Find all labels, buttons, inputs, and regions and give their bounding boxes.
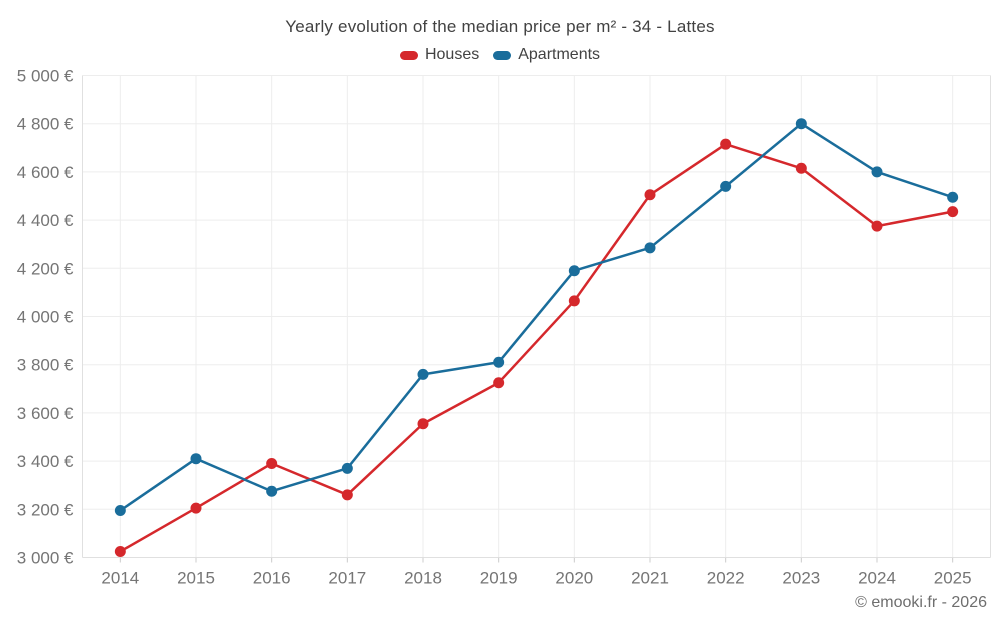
legend-label-houses: Houses (424, 46, 480, 63)
data-point-apartments-2025[interactable] (947, 191, 959, 203)
y-axis-tick-label: 4 200 € (17, 259, 74, 278)
chart-title: Yearly evolution of the median price per… (285, 17, 715, 36)
x-axis-tick-label: 2025 (934, 569, 972, 588)
data-point-houses-2024[interactable] (871, 220, 883, 232)
x-axis-tick-label: 2021 (631, 569, 669, 588)
data-point-apartments-2017[interactable] (341, 462, 353, 474)
data-point-apartments-2020[interactable] (568, 265, 580, 277)
x-axis-tick-label: 2018 (404, 569, 442, 588)
data-point-apartments-2021[interactable] (644, 242, 656, 254)
y-axis-tick-label: 4 000 € (17, 308, 74, 327)
series-line-apartments (119, 122, 954, 512)
data-point-houses-2020[interactable] (568, 295, 580, 307)
legend-item-apartments[interactable]: Apartments (493, 46, 600, 64)
data-point-apartments-2016[interactable] (266, 485, 278, 497)
data-point-apartments-2018[interactable] (417, 368, 429, 380)
houses-series-swatch-icon (399, 50, 418, 60)
data-point-houses-2016[interactable] (266, 458, 278, 470)
data-point-houses-2023[interactable] (795, 162, 807, 174)
data-point-houses-2019[interactable] (493, 377, 505, 389)
x-axis-tick-label: 2017 (328, 569, 366, 588)
data-point-apartments-2015[interactable] (190, 453, 202, 465)
data-point-apartments-2014[interactable] (114, 505, 126, 517)
apartments-series-swatch-icon (493, 50, 512, 60)
y-axis-tick-label: 4 400 € (17, 211, 74, 230)
y-axis-tick-label: 5 000 € (17, 67, 74, 86)
data-point-houses-2025[interactable] (947, 206, 959, 218)
legend-item-houses[interactable]: Houses (399, 46, 480, 64)
x-axis-tick-label: 2014 (101, 569, 139, 588)
data-point-houses-2021[interactable] (644, 189, 656, 201)
data-point-houses-2015[interactable] (190, 502, 202, 514)
data-point-apartments-2023[interactable] (795, 118, 807, 130)
x-axis-tick-label: 2019 (480, 569, 518, 588)
chart-legend: Houses Apartments (0, 46, 1000, 64)
x-axis-tick-label: 2020 (555, 569, 593, 588)
x-axis-tick-label: 2016 (253, 569, 291, 588)
y-axis-tick-label: 3 400 € (17, 452, 74, 471)
y-axis-tick-label: 4 800 € (17, 115, 74, 134)
x-axis-tick-label: 2015 (177, 569, 215, 588)
y-axis-tick-label: 3 200 € (17, 500, 74, 519)
y-axis-tick-label: 3 800 € (17, 356, 74, 375)
y-axis-tick-label: 3 000 € (17, 549, 74, 568)
data-point-houses-2014[interactable] (114, 545, 126, 557)
data-point-houses-2022[interactable] (720, 138, 732, 150)
copyright-text: © emooki.fr - 2026 (855, 594, 987, 611)
x-axis-tick-label: 2023 (782, 569, 820, 588)
y-axis-tick-label: 3 600 € (17, 404, 74, 423)
data-point-apartments-2019[interactable] (493, 356, 505, 368)
data-point-houses-2017[interactable] (341, 489, 353, 501)
x-axis-tick-label: 2022 (707, 569, 745, 588)
data-point-houses-2018[interactable] (417, 418, 429, 430)
y-axis-tick-label: 4 600 € (17, 163, 74, 182)
data-point-apartments-2024[interactable] (871, 166, 883, 178)
x-axis-tick-label: 2024 (858, 569, 896, 588)
data-point-apartments-2022[interactable] (720, 180, 732, 192)
series-line-houses (119, 142, 954, 553)
legend-label-apartments: Apartments (518, 46, 601, 63)
